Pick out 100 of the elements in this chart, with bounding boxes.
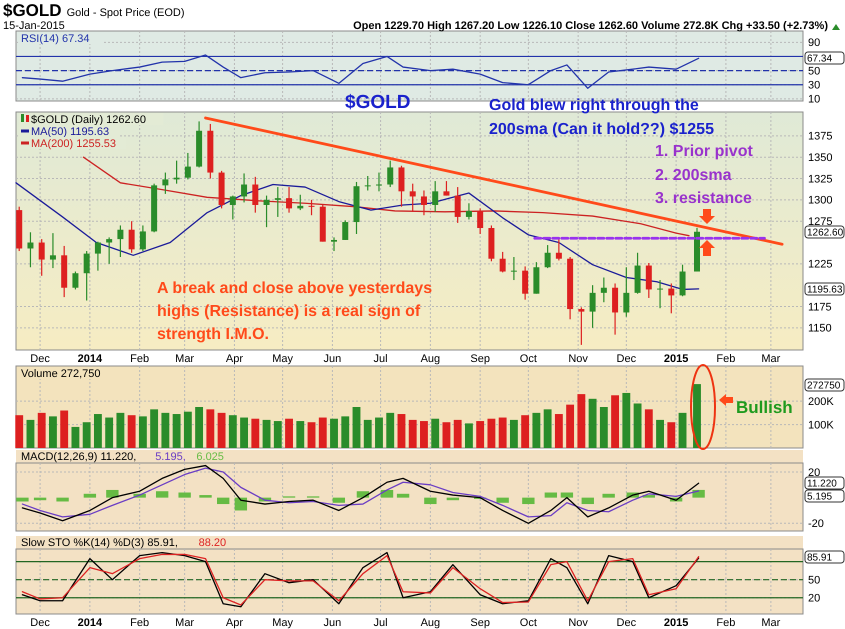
text: 1195.63 <box>807 284 843 296</box>
bar <box>156 491 168 498</box>
bar <box>184 412 192 448</box>
candlestick <box>387 160 394 188</box>
x-tick-label: Sep <box>470 353 490 365</box>
x-tick-label: Feb <box>130 617 150 629</box>
x-tick-label: Jun <box>324 617 342 629</box>
annotation: highs (Resistance) is a real sign of <box>157 303 421 320</box>
bar <box>161 412 170 448</box>
bar <box>38 412 46 448</box>
bar <box>693 384 701 448</box>
bar <box>386 412 394 448</box>
bar <box>602 494 615 498</box>
series-label: 88.20 <box>198 537 226 549</box>
candlestick <box>117 224 124 258</box>
candlestick <box>252 176 258 214</box>
annotation: 1. Prior pivot <box>655 143 754 160</box>
annotation: Gold blew right through the <box>489 97 699 114</box>
text: RSI(14) 67.34 <box>21 33 90 45</box>
bar <box>634 403 642 448</box>
candlestick <box>556 238 562 262</box>
bar <box>544 409 552 448</box>
y-tick-label: 1375 <box>808 130 832 143</box>
candlestick <box>174 160 180 184</box>
x-tick-label: Nov <box>568 353 588 365</box>
bar <box>285 418 293 448</box>
candlestick <box>184 152 191 180</box>
bar <box>16 498 29 502</box>
candlestick <box>623 266 630 318</box>
y-tick-label: 30 <box>808 80 820 92</box>
candlestick <box>106 236 112 264</box>
candlestick <box>454 186 461 224</box>
series-label: Slow STO %K(14) %D(3) 85.91, <box>21 537 178 549</box>
bar <box>116 412 124 448</box>
candlestick <box>308 199 315 216</box>
x-tick-label: 2015 <box>664 617 688 629</box>
bar <box>667 422 676 448</box>
candlestick <box>500 251 506 273</box>
x-tick-label: Mar <box>761 353 781 365</box>
bar <box>522 498 535 504</box>
candlestick <box>84 250 90 302</box>
chart-title: $GOLD <box>3 1 62 20</box>
text: Volume 272,750 <box>21 368 101 380</box>
candlestick <box>364 175 371 192</box>
bar <box>560 492 574 498</box>
bar <box>71 426 80 448</box>
bar <box>464 423 473 448</box>
candlestick <box>241 172 248 204</box>
x-tick-label: Aug <box>420 617 440 629</box>
annotation: Bullish <box>736 398 793 417</box>
x-tick-label: May <box>272 617 294 629</box>
candlestick <box>162 172 168 194</box>
bar <box>49 416 57 448</box>
annotation: $GOLD <box>345 92 410 113</box>
x-tick-label: Jul <box>374 617 388 629</box>
x-tick-label: May <box>272 353 294 365</box>
legend-label: MA(50) 1195.63 <box>31 126 110 138</box>
bar <box>195 407 204 448</box>
candlestick <box>140 224 146 252</box>
x-tick-label: Sep <box>470 617 490 629</box>
bar <box>622 392 630 448</box>
x-tick-label: Oct <box>520 617 537 629</box>
bar <box>228 415 237 448</box>
y-tick-label: 1275 <box>808 216 832 228</box>
candlestick <box>94 241 101 272</box>
bar <box>341 416 350 448</box>
bar <box>105 418 114 448</box>
candlestick <box>274 186 281 218</box>
bar <box>234 498 248 510</box>
legend-label: MA(200) 1255.53 <box>31 138 116 150</box>
candlestick <box>264 195 270 228</box>
text: 5.195 <box>807 492 832 502</box>
bar <box>172 414 181 448</box>
annotation: 3. resistance <box>655 190 752 207</box>
x-tick-label: 2014 <box>78 617 103 629</box>
bar <box>296 421 304 448</box>
bar <box>206 409 214 448</box>
bar <box>218 412 226 448</box>
bar <box>431 418 440 448</box>
bar <box>34 498 46 500</box>
bar <box>364 420 372 448</box>
bar <box>656 420 664 448</box>
annotation: A break and close above yesterdays <box>157 280 432 297</box>
bar <box>138 416 147 448</box>
x-tick-label: Jul <box>374 353 388 365</box>
candlestick <box>50 232 56 269</box>
bar <box>644 409 653 448</box>
bar <box>446 498 460 500</box>
bar <box>106 490 119 498</box>
bar <box>532 412 540 448</box>
candlestick <box>72 270 78 290</box>
candlestick <box>657 279 664 309</box>
x-tick-label: Feb <box>716 353 736 365</box>
bar <box>510 420 518 448</box>
candlestick <box>376 172 382 192</box>
annotation: 2. 200sma <box>655 167 732 184</box>
bar <box>274 421 282 448</box>
bar <box>60 410 68 448</box>
candlestick <box>38 238 45 276</box>
bar <box>577 394 586 448</box>
